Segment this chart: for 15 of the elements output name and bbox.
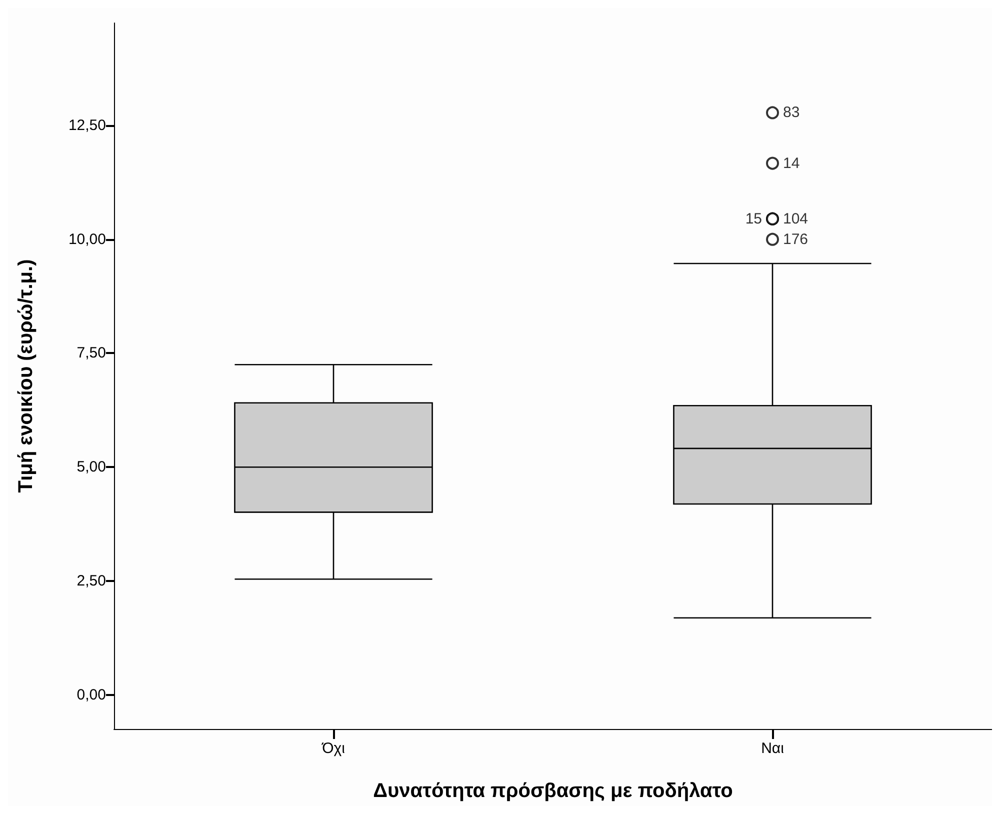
x-axis-title: Δυνατότητα πρόσβασης με ποδήλατο: [373, 780, 733, 802]
y-tick-label: 12,50: [68, 116, 106, 134]
annotation: 176: [783, 230, 808, 248]
annotation: 104: [783, 210, 808, 228]
y-tick-label: 5,00: [76, 458, 106, 476]
y-tick-label: 0,00: [76, 686, 106, 704]
y-tick-label: 2,50: [76, 572, 106, 590]
x-tick-label: Όχι: [321, 740, 345, 757]
y-tick-label: 10,00: [68, 230, 106, 248]
annotation: 14: [783, 154, 800, 172]
annotation: 83: [783, 104, 800, 122]
y-tick-label: 7,50: [76, 344, 106, 362]
x-tick-label: Ναι: [761, 740, 784, 757]
annotation: 15: [745, 210, 762, 228]
y-axis-title: Τιμή ενοικίου (ευρώ/τ.μ.): [15, 259, 37, 493]
